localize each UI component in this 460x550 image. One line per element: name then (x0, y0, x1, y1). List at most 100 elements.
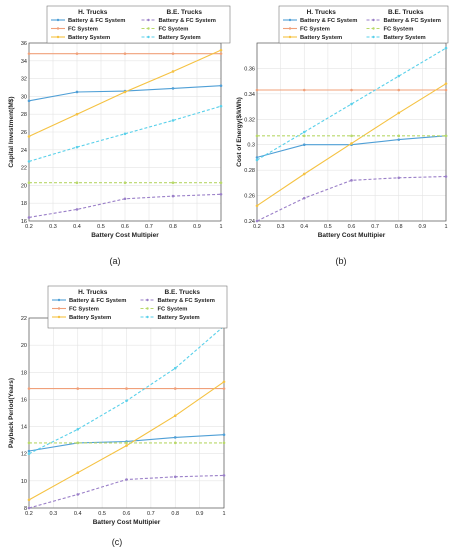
x-tick-label: 0.8 (395, 224, 403, 230)
data-point-be_battery_fc (123, 197, 127, 201)
y-tick-label: 28 (21, 112, 27, 118)
data-point-fc (444, 88, 448, 92)
series-line-be_battery (256, 47, 447, 161)
y-tick-label: 0.36 (244, 66, 255, 72)
data-point-fc (219, 52, 223, 55)
legend-entry: FC System (68, 27, 98, 33)
data-point-be_battery (27, 160, 31, 163)
data-point-be_fc (173, 441, 177, 445)
legend-marker (147, 27, 150, 30)
data-point-be_fc (27, 441, 31, 445)
y-tick-label: 16 (21, 397, 27, 403)
data-point-be_battery (173, 366, 177, 370)
data-point-be_battery_fc (27, 216, 31, 219)
data-point-battery (123, 90, 127, 94)
legend: H. Trucks B.E. Trucks Battery & FC System B… (47, 285, 228, 329)
x-tick-label: 0.2 (25, 224, 33, 230)
data-point-battery_fc (75, 90, 79, 94)
legend-marker (288, 35, 292, 39)
legend-header-h: H. Trucks (307, 9, 337, 16)
data-point-battery_fc (222, 433, 226, 437)
data-point-be_fc (397, 134, 401, 138)
y-axis-label: Capital Investment(M$) (8, 96, 15, 167)
y-tick-label: 16 (21, 219, 27, 225)
legend-marker (146, 307, 149, 310)
data-point-battery (125, 444, 128, 447)
legend-marker (146, 315, 149, 319)
data-point-be_fc (76, 441, 80, 445)
y-tick-label: 0.32 (244, 117, 255, 123)
data-point-be_battery_fc (171, 194, 175, 198)
y-tick-label: 8 (24, 506, 27, 512)
legend-box (47, 285, 228, 329)
data-point-be_battery_fc (302, 196, 306, 200)
x-tick-label: 0.6 (121, 224, 129, 230)
legend-marker (57, 298, 61, 302)
y-tick-label: 34 (21, 59, 27, 65)
legend: H. Trucks B.E. Trucks Battery & FC System B… (46, 5, 231, 44)
x-tick-label: 0.6 (123, 511, 131, 517)
legend-marker (146, 298, 149, 302)
data-point-be_fc (255, 134, 259, 138)
y-tick-label: 0.28 (244, 168, 255, 174)
y-tick-label: 0.34 (244, 92, 255, 98)
legend-entry: FC System (159, 27, 189, 33)
data-point-be_fc (123, 181, 127, 185)
data-point-be_battery (219, 104, 223, 108)
x-tick-label: 0.5 (98, 511, 106, 517)
chart-1: 0.2 0.3 0.4 0.5 0.6 0.7 0.8 0.9 1 16 18 20 22 24 26 28 3… (8, 5, 231, 266)
data-point-battery_fc (171, 87, 175, 90)
data-point-battery_fc (255, 156, 259, 159)
data-point-battery_fc (27, 449, 31, 453)
legend-entry: Battery System (159, 35, 201, 41)
x-tick-label: 0.5 (97, 224, 105, 230)
legend-entry: FC System (384, 27, 414, 33)
legend-header-be: B.E. Trucks (165, 289, 201, 296)
x-tick-label: 0.7 (145, 224, 153, 230)
chart-3: 0.2 0.3 0.4 0.5 0.6 0.7 0.8 0.9 1810121416182022… (8, 285, 228, 547)
panel-label: (c) (112, 537, 123, 547)
data-point-be_fc (125, 441, 128, 445)
y-tick-label: 30 (21, 94, 27, 100)
x-axis-label: Battery Cost Multipier (318, 232, 386, 239)
data-point-battery_fc (173, 436, 177, 439)
legend-marker (147, 35, 150, 39)
data-point-be_battery (444, 46, 448, 50)
legend-marker (56, 35, 60, 39)
legend-entry: Battery & FC System (69, 298, 126, 304)
data-point-battery_fc (302, 143, 306, 147)
y-axis-label: Cost of Energy($/kWh) (236, 97, 243, 167)
data-point-be_battery_fc (76, 493, 80, 496)
data-point-be_fc (444, 134, 448, 138)
legend-header-be: B.E. Trucks (167, 9, 203, 16)
data-point-fc (173, 387, 177, 390)
legend-marker (57, 307, 61, 310)
data-point-battery (27, 135, 31, 138)
data-point-battery (302, 172, 306, 176)
y-tick-label: 0.26 (244, 194, 255, 200)
y-tick-label: 20 (21, 183, 27, 189)
data-point-be_battery (350, 102, 353, 106)
data-point-be_battery (123, 132, 127, 136)
x-tick-label: 0.9 (196, 511, 204, 517)
data-point-battery (222, 380, 226, 384)
panel-label: (a) (110, 256, 121, 266)
data-point-battery (255, 204, 259, 208)
y-axis-label: Payback Period(Years) (8, 378, 15, 448)
data-point-fc (350, 88, 353, 92)
data-point-fc (255, 88, 259, 92)
legend-box (278, 5, 449, 44)
x-axis-label: Battery Cost Multipier (91, 232, 159, 239)
data-point-battery (27, 498, 31, 502)
data-point-be_fc (350, 134, 353, 138)
data-point-be_battery_fc (125, 478, 128, 481)
x-tick-label: 0.9 (193, 224, 201, 230)
data-point-battery_fc (397, 138, 401, 141)
panel-label: (b) (336, 256, 347, 266)
legend-entry: FC System (69, 307, 99, 313)
x-tick-label: 0.5 (324, 224, 332, 230)
y-tick-label: 22 (21, 316, 27, 322)
x-tick-label: 0.4 (300, 224, 308, 230)
data-point-be_battery_fc (350, 179, 353, 182)
x-tick-label: 0.9 (419, 224, 427, 230)
